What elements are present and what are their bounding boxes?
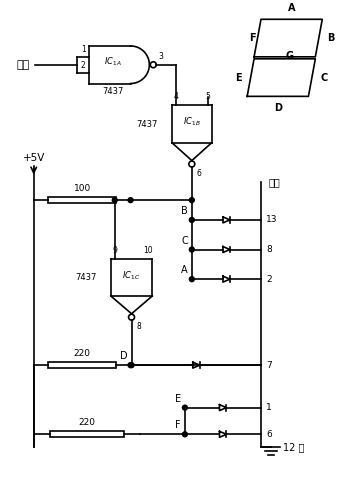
Text: 13: 13 <box>266 215 278 224</box>
Text: 引脚: 引脚 <box>269 177 281 187</box>
Text: E: E <box>175 394 181 404</box>
Text: F: F <box>250 33 256 43</box>
Circle shape <box>128 198 133 203</box>
Circle shape <box>129 363 134 368</box>
Text: D: D <box>120 351 127 361</box>
Text: 7437: 7437 <box>75 273 97 282</box>
Circle shape <box>182 432 187 437</box>
Text: 1: 1 <box>266 403 272 412</box>
Text: 数据: 数据 <box>17 60 30 70</box>
Text: 5: 5 <box>205 92 210 101</box>
Circle shape <box>182 405 187 410</box>
Text: D: D <box>274 103 282 113</box>
Text: B: B <box>181 206 188 216</box>
Bar <box>48 362 116 368</box>
Circle shape <box>128 363 133 368</box>
Text: 2: 2 <box>81 61 86 70</box>
Text: 12 地: 12 地 <box>283 442 304 452</box>
Text: A: A <box>181 265 188 275</box>
Text: 8: 8 <box>266 245 272 254</box>
Text: 220: 220 <box>73 349 91 358</box>
Text: 220: 220 <box>78 418 95 427</box>
Text: C: C <box>181 236 188 246</box>
Text: +5V: +5V <box>22 153 45 163</box>
Text: 6: 6 <box>197 169 202 178</box>
Text: 100: 100 <box>73 184 91 193</box>
Text: C: C <box>320 73 328 82</box>
Circle shape <box>112 198 117 203</box>
Text: E: E <box>236 73 242 82</box>
Text: 10: 10 <box>143 247 153 255</box>
Text: 8: 8 <box>136 322 141 331</box>
Text: 9: 9 <box>112 247 117 255</box>
Text: 7437: 7437 <box>102 87 124 96</box>
Text: B: B <box>327 33 334 43</box>
Text: $IC_{1B}$: $IC_{1B}$ <box>183 116 201 128</box>
Text: 6: 6 <box>266 430 272 439</box>
Bar <box>50 431 125 437</box>
Text: 2: 2 <box>266 275 272 284</box>
Circle shape <box>189 217 194 222</box>
Text: G: G <box>286 51 294 61</box>
Circle shape <box>189 277 194 282</box>
Bar <box>48 197 116 203</box>
Text: F: F <box>175 420 181 430</box>
Text: 7437: 7437 <box>137 120 158 128</box>
Text: 1: 1 <box>81 45 86 54</box>
Circle shape <box>189 247 194 252</box>
Text: A: A <box>288 3 295 13</box>
Text: $IC_{1A}$: $IC_{1A}$ <box>104 55 122 68</box>
Text: 7: 7 <box>266 361 272 370</box>
Text: $IC_{1C}$: $IC_{1C}$ <box>122 269 141 282</box>
Text: 4: 4 <box>174 92 179 101</box>
Text: 3: 3 <box>158 52 163 61</box>
Circle shape <box>189 198 194 203</box>
